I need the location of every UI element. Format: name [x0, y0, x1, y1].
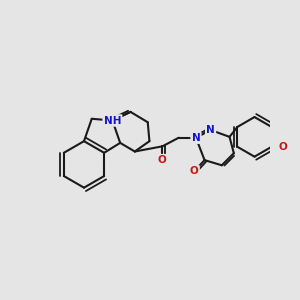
Text: O: O [278, 142, 287, 152]
Text: NH: NH [104, 116, 121, 125]
Text: O: O [158, 155, 167, 165]
Text: O: O [190, 166, 199, 176]
Text: N: N [192, 133, 200, 143]
Text: N: N [206, 125, 215, 135]
